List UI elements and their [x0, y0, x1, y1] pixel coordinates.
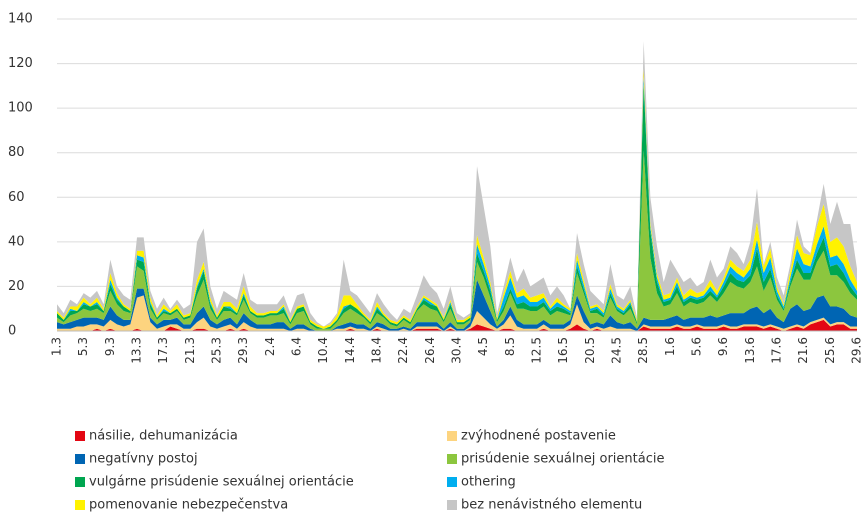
y-tick-label: 100	[8, 101, 33, 116]
legend-label: pomenovanie nebezpečenstva	[89, 498, 288, 513]
y-tick-label: 140	[8, 12, 33, 27]
x-tick-label: 8.5	[503, 337, 517, 356]
area	[57, 41, 857, 327]
x-tick-label: 10.4	[316, 337, 330, 364]
x-tick-label: 2.4	[263, 337, 277, 356]
x-tick-label: 21.6	[796, 337, 810, 364]
legend-swatch	[75, 454, 85, 464]
x-tick-label: 25.3	[210, 337, 224, 364]
legend-label: vulgárne prisúdenie sexuálnej orientácie	[89, 475, 354, 490]
y-tick-label: 120	[8, 56, 33, 71]
x-tick-label: 24.5	[610, 337, 624, 364]
legend-swatch	[75, 431, 85, 441]
x-tick-label: 17.6	[770, 337, 784, 364]
x-tick-label: 5.3	[76, 337, 90, 356]
legend-label: prisúdenie sexuálnej orientácie	[461, 452, 664, 467]
x-tick-label: 13.6	[743, 337, 757, 364]
x-tick-label: 17.3	[156, 337, 170, 364]
area	[57, 150, 857, 331]
x-tick-label: 1.3	[50, 337, 64, 356]
x-tick-label: 9.6	[716, 337, 730, 356]
legend-label: negatívny postoj	[89, 452, 198, 467]
legend-label: othering	[461, 475, 516, 490]
x-tick-label: 13.3	[130, 337, 144, 364]
x-tick-label: 30.4	[450, 337, 464, 364]
legend-label: násilie, dehumanizácia	[89, 429, 238, 444]
legend-swatch	[75, 477, 85, 487]
legend-label: zvýhodnené postavenie	[461, 429, 616, 444]
x-tick-label: 28.5	[636, 337, 650, 364]
x-tick-label: 1.6	[663, 337, 677, 356]
x-tick-label: 6.4	[290, 337, 304, 356]
x-tick-label: 12.5	[530, 337, 544, 364]
x-tick-label: 9.3	[103, 337, 117, 356]
legend-swatch	[447, 477, 457, 487]
x-tick-label: 14.4	[343, 337, 357, 364]
x-tick-label: 22.4	[396, 337, 410, 364]
x-tick-label: 25.6	[823, 337, 837, 364]
area	[57, 279, 857, 331]
legend-label: bez nenávistného elementu	[461, 498, 642, 513]
x-tick-label: 16.5	[556, 337, 570, 364]
x-tick-label: 21.3	[183, 337, 197, 364]
y-tick-label: 20	[8, 279, 25, 294]
x-tick-label: 20.5	[583, 337, 597, 364]
area	[57, 295, 857, 331]
legend-swatch	[75, 500, 85, 510]
legend-swatch	[447, 500, 457, 510]
x-tick-label: 18.4	[370, 337, 384, 364]
legend-swatch	[447, 431, 457, 441]
y-tick-label: 40	[8, 234, 25, 249]
y-tick-label: 60	[8, 190, 25, 205]
x-tick-label: 26.4	[423, 337, 437, 364]
area	[57, 319, 857, 331]
y-tick-label: 80	[8, 145, 25, 160]
y-tick-label: 0	[8, 324, 16, 339]
x-tick-label: 4.5	[476, 337, 490, 356]
x-tick-label: 5.6	[690, 337, 704, 356]
x-tick-label: 29.3	[236, 337, 250, 364]
x-tick-label: 29.6	[850, 337, 864, 364]
legend-swatch	[447, 454, 457, 464]
